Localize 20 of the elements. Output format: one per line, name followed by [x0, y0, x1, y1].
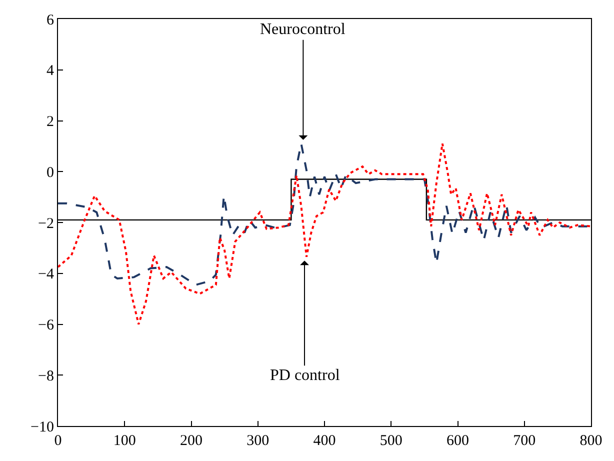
x-tick-label: 700 — [513, 433, 536, 449]
x-tick-label: 600 — [446, 433, 469, 449]
y-tick-label: −10 — [30, 419, 54, 436]
x-tick-label: 400 — [313, 433, 336, 449]
y-tick-label: 6 — [46, 12, 54, 28]
x-tick-label: 500 — [380, 433, 402, 449]
y-tick-label: 4 — [46, 63, 54, 80]
annotation: PD control — [270, 367, 340, 384]
y-tick-label: −6 — [38, 318, 54, 334]
y-tick-label: −8 — [38, 368, 54, 384]
x-tick-label: 300 — [246, 433, 270, 449]
x-tick-label: 200 — [180, 433, 202, 449]
y-tick-label: 0 — [46, 164, 54, 181]
x-tick-label: 800 — [580, 433, 602, 449]
y-tick-label: −2 — [38, 216, 54, 232]
x-tick-label: 100 — [113, 433, 136, 449]
y-tick-label: 2 — [46, 114, 54, 130]
line-series — [58, 142, 591, 326]
annotation: Neurocontrol — [260, 21, 346, 38]
y-tick-label: −4 — [38, 266, 54, 283]
